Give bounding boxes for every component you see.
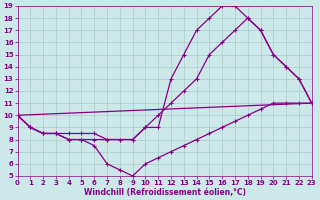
X-axis label: Windchill (Refroidissement éolien,°C): Windchill (Refroidissement éolien,°C) xyxy=(84,188,246,197)
